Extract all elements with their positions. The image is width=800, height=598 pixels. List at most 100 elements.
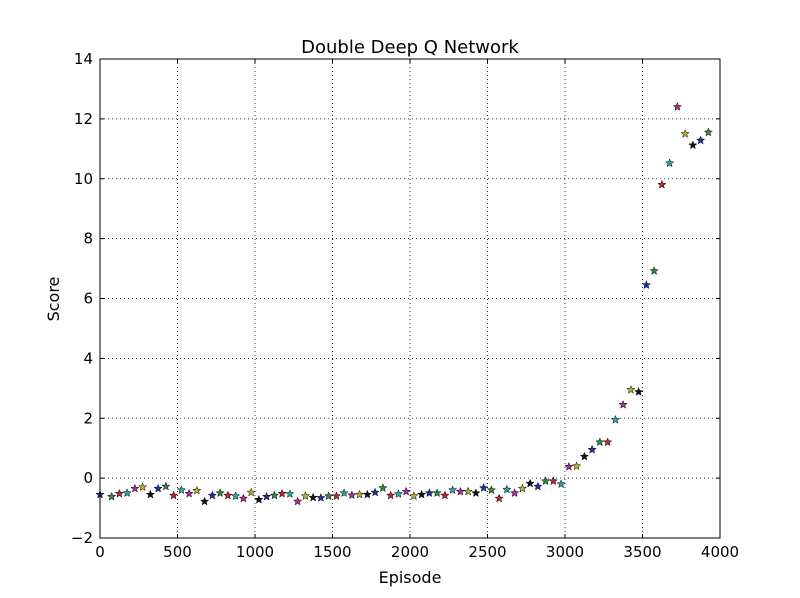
data-point <box>595 437 605 447</box>
data-point <box>385 490 396 500</box>
x-tick-label: 3500 <box>623 543 661 561</box>
x-tick-label: 3000 <box>546 543 584 561</box>
data-point <box>161 481 171 491</box>
data-point <box>564 461 574 471</box>
data-point <box>153 483 163 493</box>
y-tick-label: 8 <box>83 230 93 248</box>
data-point <box>362 489 373 499</box>
data-point <box>215 488 225 498</box>
data-point <box>401 486 411 496</box>
x-tick-label: 2500 <box>468 543 506 561</box>
data-point <box>122 488 132 498</box>
data-point <box>618 399 628 409</box>
data-point <box>316 492 326 502</box>
x-tick-label: 2000 <box>391 543 429 561</box>
data-point <box>269 490 280 500</box>
data-point <box>610 414 621 424</box>
data-point <box>424 488 435 498</box>
data-point <box>230 491 241 501</box>
data-point <box>354 489 365 499</box>
data-point <box>540 476 551 486</box>
y-tick-label: 12 <box>74 110 93 128</box>
data-point <box>137 482 148 492</box>
data-point <box>602 437 613 447</box>
data-points <box>95 102 714 506</box>
data-point <box>447 485 458 495</box>
data-point <box>339 488 349 498</box>
data-point <box>370 487 380 497</box>
data-point <box>633 387 644 396</box>
data-point <box>331 491 342 501</box>
data-point <box>556 479 566 489</box>
x-tick-label: 1000 <box>236 543 274 561</box>
data-point <box>409 491 419 501</box>
data-point <box>254 494 264 504</box>
data-point <box>478 483 489 492</box>
data-point <box>571 461 582 471</box>
data-point <box>184 488 194 498</box>
y-axis-label: Score <box>44 277 63 322</box>
x-axis-label: Episode <box>379 568 442 587</box>
data-point <box>106 491 117 501</box>
data-point <box>199 496 210 506</box>
chart-title: Double Deep Q Network <box>301 37 519 58</box>
y-tick-label: 2 <box>83 409 93 427</box>
data-point <box>416 489 427 499</box>
y-tick-label: 10 <box>74 170 93 188</box>
data-point <box>486 485 497 495</box>
x-tick-label: 1500 <box>313 543 351 561</box>
data-point <box>502 484 512 494</box>
data-point <box>308 492 318 502</box>
data-point <box>347 490 357 500</box>
x-tick-label: 4000 <box>701 543 739 561</box>
y-tick-label: 6 <box>83 290 93 308</box>
data-point <box>285 489 295 498</box>
data-point <box>525 478 535 488</box>
data-point <box>657 179 667 189</box>
data-point <box>238 493 249 503</box>
data-point <box>587 444 597 454</box>
data-point <box>176 485 187 495</box>
data-point <box>393 489 404 498</box>
data-point <box>664 158 675 168</box>
data-point <box>440 490 450 500</box>
data-point <box>261 491 272 501</box>
data-point <box>246 487 256 497</box>
data-point <box>703 127 714 137</box>
data-point <box>114 488 125 498</box>
data-point <box>207 490 218 500</box>
data-point <box>432 488 442 498</box>
data-point <box>509 488 520 498</box>
axis-ticks <box>99 58 721 539</box>
y-tick-label: 14 <box>74 50 93 68</box>
data-point <box>517 483 528 493</box>
y-tick-label: −2 <box>71 529 93 547</box>
data-point <box>300 491 311 501</box>
data-point <box>130 483 140 493</box>
data-point <box>649 266 659 275</box>
data-point <box>533 481 543 491</box>
data-point <box>471 488 481 498</box>
data-point <box>378 483 388 492</box>
x-tick-label: 0 <box>95 543 105 561</box>
data-point <box>641 280 652 289</box>
data-point <box>145 489 156 499</box>
data-point <box>548 476 559 486</box>
data-point <box>695 135 706 145</box>
x-tick-label: 500 <box>163 543 192 561</box>
x-tick-labels: 0 500 1000 1500 2000 2500 3000 3500 4000 <box>95 543 739 561</box>
data-point <box>688 140 698 150</box>
data-point <box>579 451 590 461</box>
data-point <box>680 128 690 138</box>
data-point <box>626 384 636 394</box>
data-point <box>672 102 683 111</box>
y-tick-label: 0 <box>83 469 93 487</box>
data-point <box>223 490 233 500</box>
y-tick-labels: −2 0 2 4 6 8 10 12 14 <box>71 50 93 547</box>
data-point <box>323 491 334 501</box>
data-point <box>463 486 473 496</box>
data-point <box>168 490 179 500</box>
data-point <box>192 485 202 495</box>
